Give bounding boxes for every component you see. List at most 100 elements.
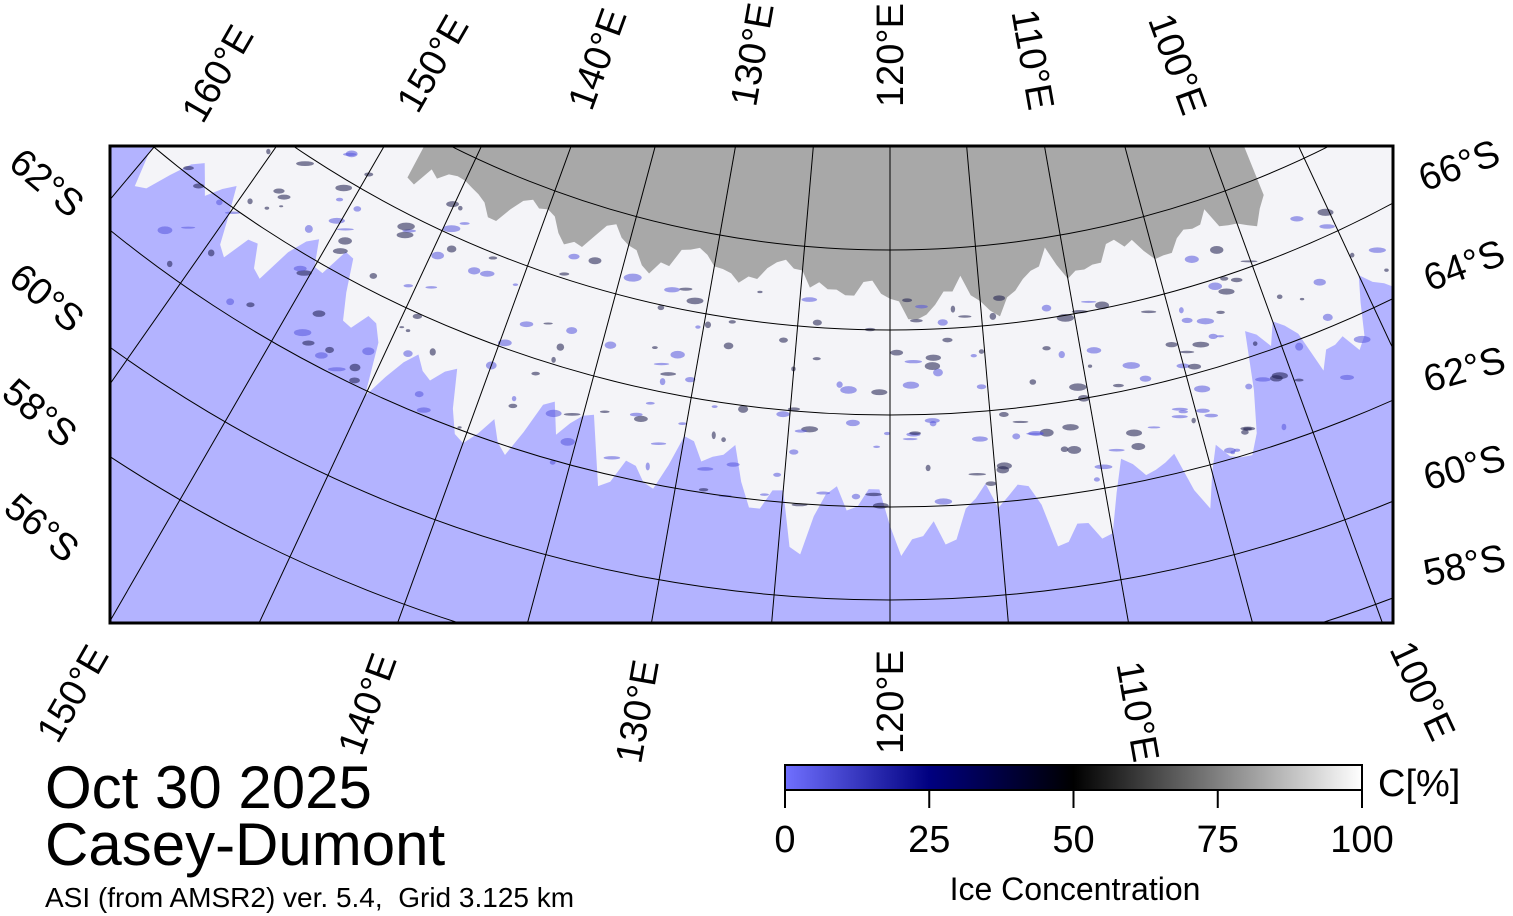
map-frame (108, 144, 1395, 625)
ice-speck (1245, 383, 1253, 390)
ice-speck (723, 342, 734, 350)
ice-speck (976, 384, 987, 390)
ice-speck (1294, 378, 1304, 382)
ice-speck (1384, 268, 1389, 272)
ice-speck (248, 89, 266, 96)
ice-speck (1204, 413, 1219, 418)
ice-speck (549, 459, 556, 465)
ice-speck (479, 270, 495, 277)
ice-speck (1269, 375, 1283, 382)
graticule-label: 58°S (1420, 537, 1510, 595)
ice-speck (1171, 407, 1189, 411)
ice-speck (246, 302, 255, 308)
meridian (1043, 146, 1130, 623)
ice-speck (904, 360, 923, 364)
date: Oct 30 2025 (45, 754, 372, 821)
ice-speck (711, 431, 716, 440)
ice-speck (1196, 318, 1214, 325)
ice-speck (362, 347, 375, 356)
ice-speck (1196, 408, 1210, 413)
ice-speck (446, 245, 457, 253)
ice-speck (183, 166, 194, 171)
ice-speck (338, 237, 352, 245)
ice-speck (1240, 260, 1258, 263)
ice-speck (1349, 252, 1355, 258)
ice-speck (999, 412, 1009, 417)
ice-speck (679, 287, 693, 291)
ice-speck (958, 315, 972, 318)
ice-speck (429, 348, 436, 356)
ice-speck (1141, 310, 1157, 314)
ice-speck (933, 368, 943, 377)
ice-speck (915, 304, 928, 309)
ice-speck (332, 248, 348, 255)
ice-speck (604, 341, 617, 349)
ice-speck (721, 437, 726, 443)
ice-speck (924, 362, 941, 371)
ice-speck (1290, 216, 1304, 222)
ice-speck (353, 206, 362, 212)
ice-speck (883, 431, 891, 436)
ice-speck (728, 320, 736, 324)
ice-speck (1252, 341, 1258, 346)
ice-speck (1340, 374, 1355, 381)
ice-speck (650, 442, 667, 446)
ice-speck (812, 357, 821, 361)
ice-speck (812, 319, 822, 326)
ice-speck (556, 343, 565, 351)
graticule-label: 150°E (389, 9, 477, 120)
ice-speck (670, 350, 685, 359)
graticule-label: 62°S (1419, 339, 1510, 401)
ice-speck (279, 205, 284, 208)
ice-speck (297, 125, 310, 130)
graticule-label: 100°E (1139, 8, 1214, 120)
source: ASI (from AMSR2) ver. 5.4, Grid 3.125 km (45, 882, 574, 913)
ice-speck (1255, 377, 1271, 382)
ice-speck (1028, 431, 1044, 436)
ice-speck (651, 346, 658, 350)
meridian (1124, 146, 1254, 623)
ice-speck (327, 367, 346, 372)
ice-speck (1368, 247, 1386, 253)
ice-speck (1058, 351, 1065, 359)
ice-speck (416, 407, 431, 413)
ice-speck (1139, 375, 1152, 382)
ice-speck (1042, 346, 1051, 351)
ice-speck (1012, 433, 1021, 440)
ice-speck (302, 340, 315, 346)
ice-speck (816, 491, 831, 495)
graticule-label: 60°S (1419, 437, 1510, 499)
ice-speck (1218, 288, 1235, 295)
ice-speck (321, 132, 337, 139)
ice-speck (1179, 350, 1195, 354)
colorbar (784, 764, 1363, 791)
ice-speck (704, 321, 712, 329)
ice-speck (924, 418, 940, 424)
ice-speck (559, 272, 570, 276)
ice-speck (873, 445, 881, 448)
ice-speck (207, 249, 215, 257)
ice-speck (890, 349, 904, 356)
ice-speck (1181, 317, 1193, 323)
ice-speck (545, 409, 562, 418)
ice-speck (599, 410, 610, 413)
ice-speck (836, 381, 843, 388)
colorbar-tick-label: 0 (774, 819, 795, 861)
ice-speck (264, 206, 270, 210)
ice-speck (659, 378, 666, 386)
ice-speck (568, 253, 580, 260)
ice-speck (993, 295, 1005, 301)
ice-speck (243, 111, 254, 114)
meridian (110, 146, 385, 622)
ice-speck (801, 297, 818, 302)
ice-speck (1029, 379, 1037, 385)
land (407, 146, 1264, 320)
ice-speck (634, 415, 648, 423)
ice-speck (446, 201, 459, 208)
meridian (110, 146, 278, 385)
ice-speck (1178, 410, 1188, 414)
colorbar-unit: C[%] (1378, 763, 1460, 805)
ice-speck (457, 426, 462, 429)
ice-speck (1194, 385, 1211, 393)
ice-speck (738, 405, 749, 413)
